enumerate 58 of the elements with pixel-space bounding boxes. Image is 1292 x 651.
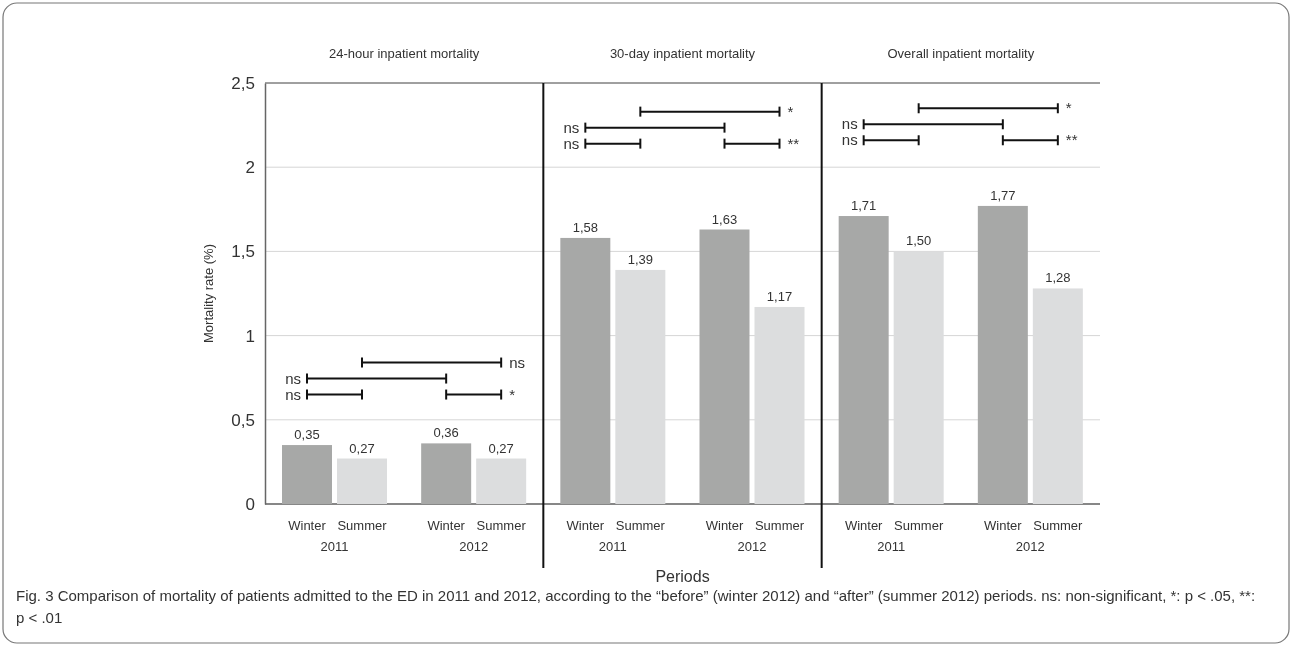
annotation: ns <box>841 115 858 133</box>
chart-title: 24-hour inpatient mortality <box>329 46 480 61</box>
annotation: ns <box>563 134 580 152</box>
annotation: ns <box>285 385 301 403</box>
x-tick-label: 2012 <box>737 539 767 554</box>
x-tick-label: 2012 <box>459 539 489 554</box>
data-label: 0,27 <box>349 440 375 456</box>
series-label: Summer <box>894 518 944 533</box>
chart-title: Overall inpatient mortality <box>887 46 1035 61</box>
annotation: ns <box>509 353 526 371</box>
y-tick-label: 0 <box>245 494 255 514</box>
data-label: 1,71 <box>851 198 877 214</box>
data-label: 0,35 <box>294 427 320 443</box>
data-label: 0,27 <box>488 440 514 456</box>
data-label: 1,63 <box>711 211 738 227</box>
y-axis-title: Mortality rate (%) <box>201 244 216 343</box>
annotation: * <box>1065 99 1072 117</box>
annotation: ns <box>285 369 301 387</box>
x-axis-title: Periods <box>655 568 710 585</box>
annotation: ns <box>563 118 580 136</box>
y-tick-label: 2 <box>245 158 255 178</box>
bar <box>560 237 611 504</box>
text: Summer <box>1033 518 1083 533</box>
data-label: 1,58 <box>572 219 598 235</box>
annotation: ** <box>787 134 800 152</box>
text: Summer <box>754 518 805 533</box>
caption: Fig. 3 Comparison of mortality of patients admitted to the ED in 2011 and 2012, according to the “before” (winter 2012) and “after” (summer 2012) periods. ns: non-significant, *: p < .05, **: p < .01 <box>16 587 1256 626</box>
x-tick-label: 2011 <box>598 539 627 554</box>
y-tick-label: 1,5 <box>231 242 255 262</box>
data-label: 0,36 <box>433 425 459 441</box>
series-label: Summer <box>615 518 666 533</box>
y-tick-label: 2,5 <box>231 73 255 93</box>
data-label: 1,17 <box>766 288 793 304</box>
bar <box>977 205 1028 504</box>
y-tick-label: 0,5 <box>231 410 255 430</box>
annotation: * <box>509 385 516 403</box>
y-tick-label: 1 <box>245 326 255 346</box>
annotation: * <box>787 102 794 120</box>
x-tick-label: 2011 <box>877 539 906 554</box>
series-label: Winter <box>566 518 605 533</box>
series-label: Winter <box>844 518 884 533</box>
x-tick-label: 2012 <box>1015 539 1045 554</box>
text: Winter <box>984 518 1022 533</box>
text: Winter <box>705 518 744 533</box>
series-label: Summer <box>337 518 388 533</box>
annotation: ns <box>841 131 858 149</box>
data-label: 1,39 <box>627 251 653 267</box>
data-label: 1,50 <box>906 233 932 249</box>
bar <box>699 229 750 504</box>
bar <box>838 216 889 504</box>
data-label: 1,28 <box>1045 270 1071 286</box>
x-tick-label: 2011 <box>320 539 349 554</box>
chart-title: 30-day inpatient mortality <box>609 46 756 61</box>
data-label: 1,77 <box>990 187 1016 203</box>
text: Summer <box>476 518 526 533</box>
annotation: ** <box>1065 131 1078 149</box>
text: Winter <box>427 518 465 533</box>
series-label: Winter <box>288 518 327 533</box>
